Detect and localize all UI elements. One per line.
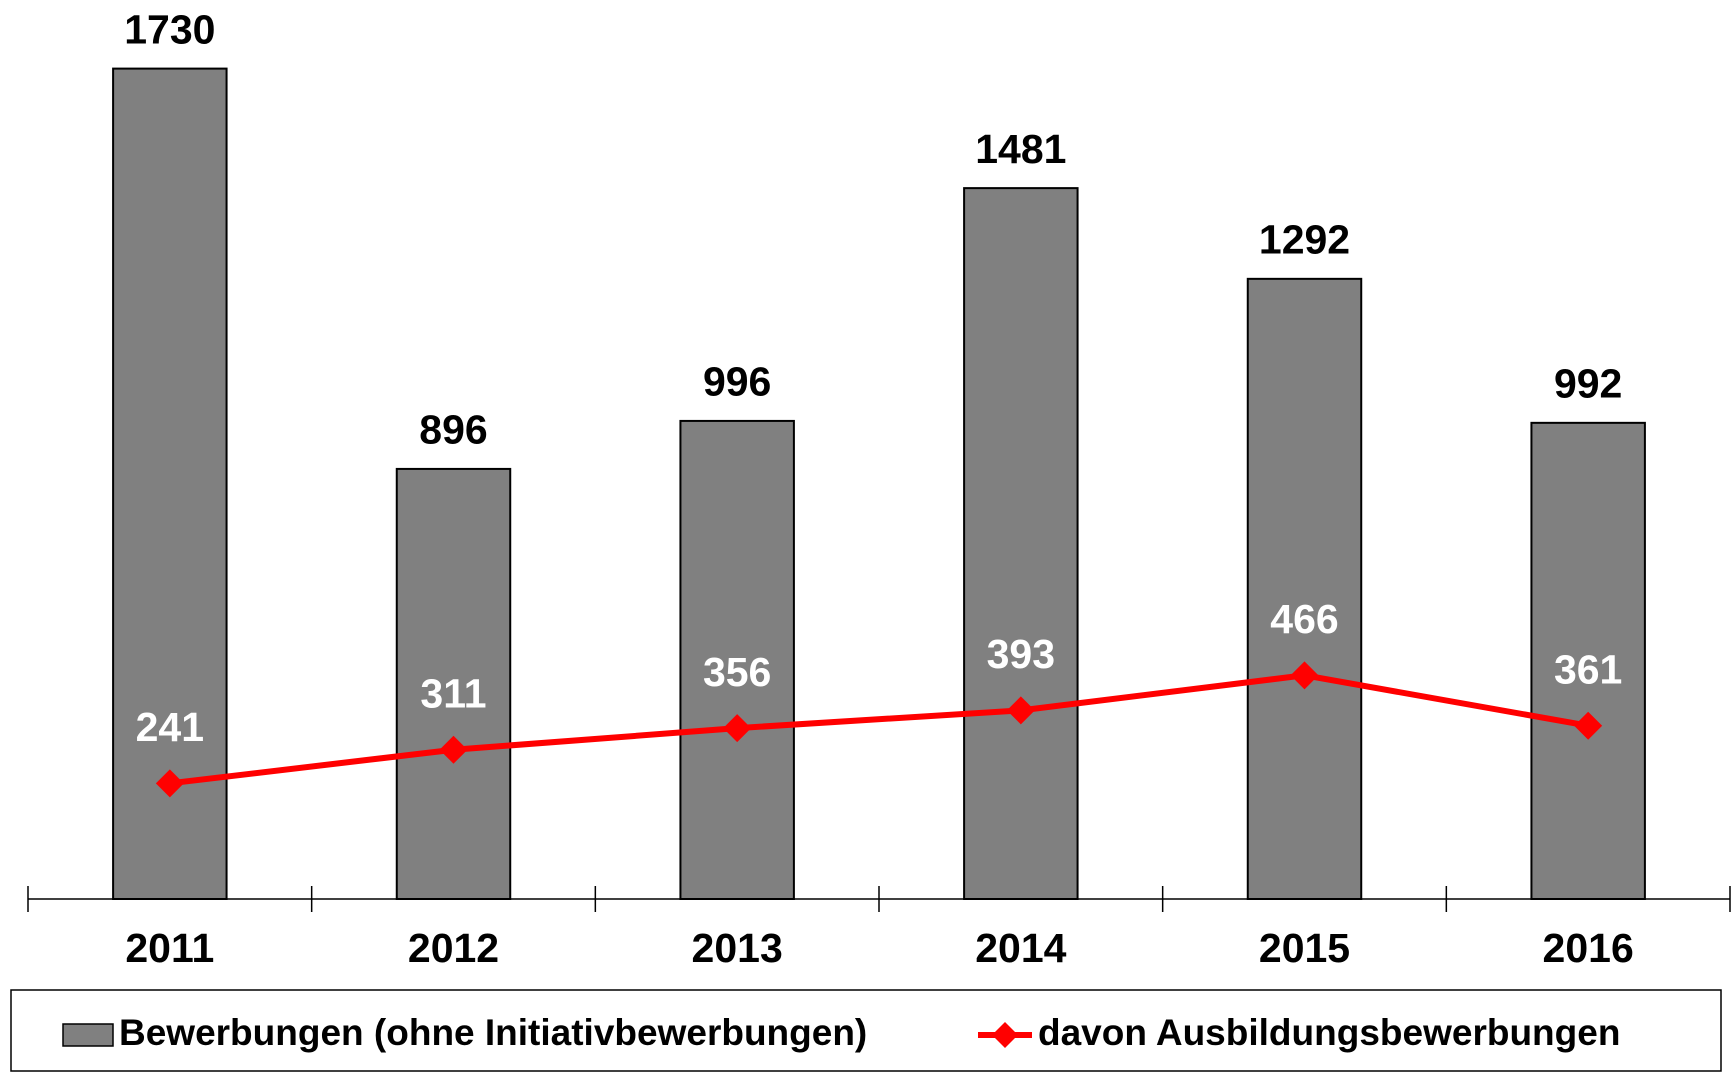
line-value-label: 393 xyxy=(987,631,1055,677)
bar-value-label: 1481 xyxy=(975,126,1066,172)
x-tick-label: 2016 xyxy=(1543,925,1634,971)
bar xyxy=(679,419,795,900)
bar-value-label: 1292 xyxy=(1259,217,1350,263)
line-value-label: 311 xyxy=(420,671,486,717)
legend-marker xyxy=(992,1022,1018,1048)
bar xyxy=(112,67,228,901)
bar xyxy=(963,187,1079,900)
bar xyxy=(1246,277,1363,900)
line-marker xyxy=(155,769,184,798)
bar-value-label: 896 xyxy=(419,407,487,453)
line-value-label: 356 xyxy=(703,649,771,695)
line-value-label: 361 xyxy=(1554,647,1622,693)
line-value-label: 466 xyxy=(1270,596,1338,642)
line-marker xyxy=(1290,661,1319,690)
x-tick-label: 2012 xyxy=(408,925,499,971)
line xyxy=(169,672,1589,787)
line-marker xyxy=(723,714,752,743)
bar xyxy=(395,467,512,900)
line-marker xyxy=(1006,696,1035,725)
line-value-label: 241 xyxy=(136,704,204,750)
legend-label: Bewerbungen (ohne Initiativbewerbungen) xyxy=(119,1012,867,1053)
legend-label: davon Ausbildungsbewerbungen xyxy=(1038,1012,1620,1053)
line-marker xyxy=(1574,711,1603,740)
legend-box xyxy=(10,989,1722,1072)
bar xyxy=(1530,421,1646,900)
x-tick-label: 2015 xyxy=(1259,925,1350,971)
legend-swatch xyxy=(62,1023,114,1047)
bar-value-label: 996 xyxy=(703,359,771,405)
x-tick-label: 2011 xyxy=(125,925,214,971)
x-tick-label: 2014 xyxy=(975,925,1066,971)
line-marker xyxy=(439,735,468,764)
x-tick-label: 2013 xyxy=(692,925,783,971)
bar-value-label: 992 xyxy=(1554,361,1622,407)
bar-value-label: 1730 xyxy=(124,6,215,52)
